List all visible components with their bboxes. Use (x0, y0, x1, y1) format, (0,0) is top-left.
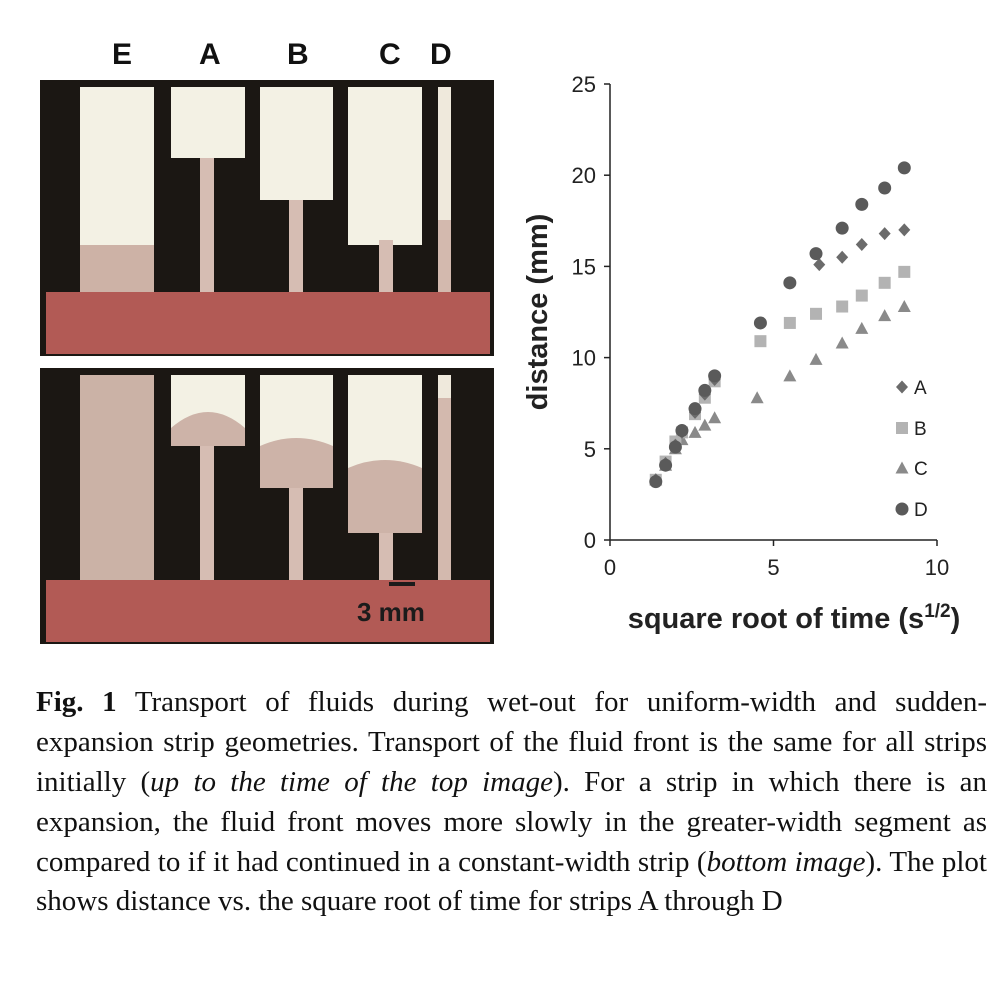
fluid-front-c (348, 460, 422, 533)
data-point-d (698, 383, 712, 397)
fluid-front-a (171, 412, 245, 446)
data-point-a (836, 250, 849, 264)
caption-italic-2: bottom image (706, 845, 866, 878)
data-point-d (708, 369, 722, 383)
fluid-d (438, 398, 451, 580)
data-point-b (898, 265, 911, 278)
data-point-c (835, 336, 849, 349)
strip-b-wide (260, 87, 333, 200)
x-tick-label: 5 (767, 555, 779, 580)
data-point-d (753, 316, 767, 330)
y-tick-label: 5 (584, 437, 596, 462)
data-point-d (649, 475, 663, 489)
caption-italic-1: up to the time of the top image (150, 765, 553, 798)
data-point-c (855, 321, 869, 334)
data-point-c (750, 391, 764, 404)
y-tick-label: 10 (572, 346, 596, 371)
strip-label-c: C (379, 38, 401, 71)
data-point-a (855, 238, 868, 252)
strip-b-narrow (289, 200, 303, 292)
data-point-c (688, 425, 702, 438)
data-point-a (878, 227, 891, 241)
photo-bottom (40, 368, 494, 644)
data-point-d (835, 221, 849, 235)
data-point-c (878, 309, 892, 322)
data-point-d (659, 458, 673, 472)
data-point-d (878, 181, 892, 195)
scale-bar (389, 582, 415, 586)
legend-label-c: C (914, 459, 928, 480)
y-tick-label: 0 (584, 528, 596, 553)
fluid-e (80, 245, 154, 292)
data-point-c (809, 352, 823, 365)
data-point-d (897, 161, 911, 175)
x-tick-label: 10 (925, 555, 949, 580)
y-axis-label: distance (mm) (522, 214, 554, 411)
data-point-b (836, 300, 849, 313)
data-point-d (675, 424, 689, 438)
y-tick-label: 20 (572, 163, 596, 188)
data-point-b (783, 316, 796, 329)
strip-c-wide (348, 87, 422, 245)
data-point-c (783, 369, 797, 382)
strip-label-b: B (287, 38, 309, 71)
data-point-b (754, 335, 767, 348)
legend-label-a: A (914, 378, 927, 399)
y-tick-label: 15 (572, 254, 596, 279)
strip-label-d: D (430, 38, 452, 71)
x-axis-label: square root of time (s1/2) (628, 601, 961, 635)
data-point-d (668, 440, 682, 454)
strip-a-narrow (200, 158, 214, 292)
legend-marker-c (895, 461, 909, 474)
caption-text-3: ). The plot shows distance vs. the squar… (36, 845, 987, 918)
caption-label: Fig. 1 (36, 686, 117, 718)
strip-label-a: A (199, 38, 221, 71)
legend-marker-d (895, 502, 909, 516)
data-point-d (783, 276, 797, 290)
fluid-d (438, 220, 451, 292)
strip-label-e: E (112, 38, 133, 71)
fluid-front-b (260, 438, 333, 488)
strip-e (80, 375, 154, 580)
x-tick-label: 0 (604, 555, 616, 580)
caption-text-2: ). For a strip in which there is an expa… (36, 765, 987, 878)
y-tick-label: 25 (572, 72, 596, 97)
data-point-b (878, 276, 891, 289)
photo-top (40, 80, 494, 356)
data-point-a (898, 223, 911, 237)
legend-marker-a (896, 380, 908, 394)
legend-label-d: D (914, 500, 928, 521)
data-point-a (813, 258, 826, 272)
data-point-c (698, 418, 712, 431)
legend-marker-b (896, 422, 908, 434)
data-point-d (688, 402, 702, 416)
legend-label-b: B (914, 419, 927, 440)
data-point-b (855, 289, 868, 302)
strip-c-narrow (379, 533, 393, 580)
reservoir (46, 580, 490, 642)
scatter-chart: 0 5 10 15 20 25 0 5 10 distance (mm) square root o… (522, 72, 961, 635)
strip-a-narrow (200, 446, 214, 580)
figure-caption: Fig. 1 Transport of fluids during wet-ou… (36, 683, 987, 922)
data-point-c (897, 300, 911, 313)
strip-b-narrow (289, 488, 303, 580)
scale-bar-label: 3 mm (357, 597, 425, 627)
data-point-d (855, 197, 869, 211)
reservoir (46, 292, 490, 354)
data-point-b (810, 307, 823, 320)
strip-c-narrow (379, 240, 393, 292)
data-point-c (708, 411, 722, 424)
caption-text-1: Transport of fluids during wet-out for u… (36, 686, 987, 798)
strip-a-wide (171, 87, 245, 158)
data-point-d (809, 247, 823, 261)
